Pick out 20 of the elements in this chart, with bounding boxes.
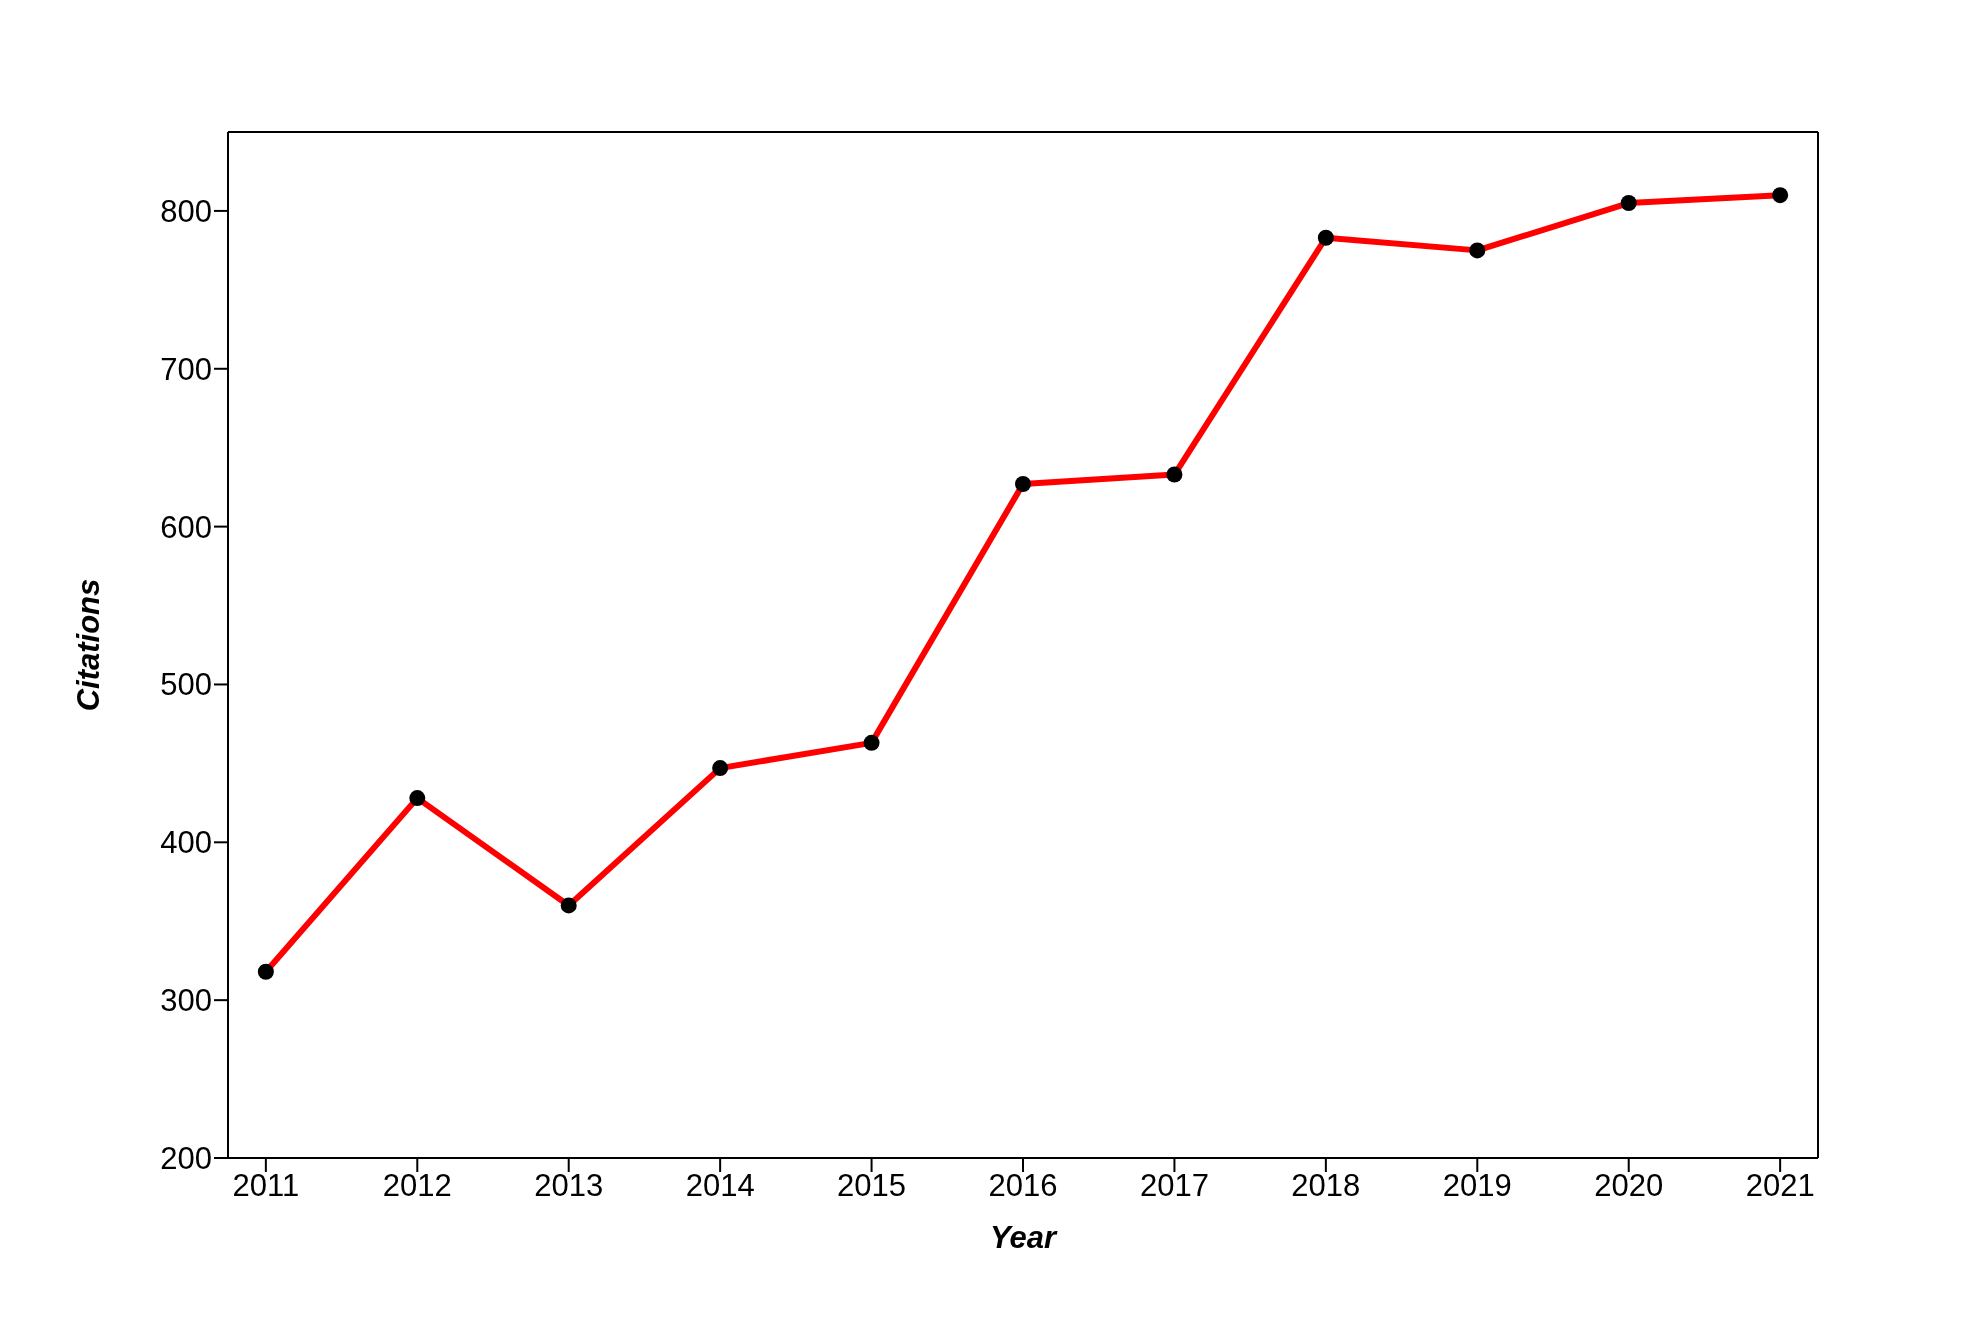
y-tick-label: 800 [160,193,212,229]
x-tick-label: 2015 [837,1168,907,1204]
y-tick-label: 500 [160,667,212,703]
y-tick-label: 700 [160,351,212,387]
x-axis-title: Year [989,1220,1058,1255]
x-tick-label: 2013 [534,1168,604,1204]
x-tick-label: 2020 [1594,1168,1664,1204]
y-tick-label: 300 [160,983,212,1019]
x-tick-label: 2018 [1291,1168,1361,1204]
y-axis-title: Citations [71,578,107,712]
x-tick-label: 2014 [685,1168,755,1204]
y-tick-label: 200 [160,1141,212,1177]
x-tick-label: 2019 [1442,1168,1512,1204]
x-tick-label: 2011 [232,1168,300,1204]
x-tick-label: 2017 [1139,1168,1209,1204]
x-tick-label: 2021 [1745,1168,1815,1204]
x-tick-label: 2016 [988,1168,1058,1204]
x-tick-label: 2012 [382,1168,452,1204]
y-tick-label: 600 [160,509,212,545]
y-tick-label: 400 [160,825,212,861]
